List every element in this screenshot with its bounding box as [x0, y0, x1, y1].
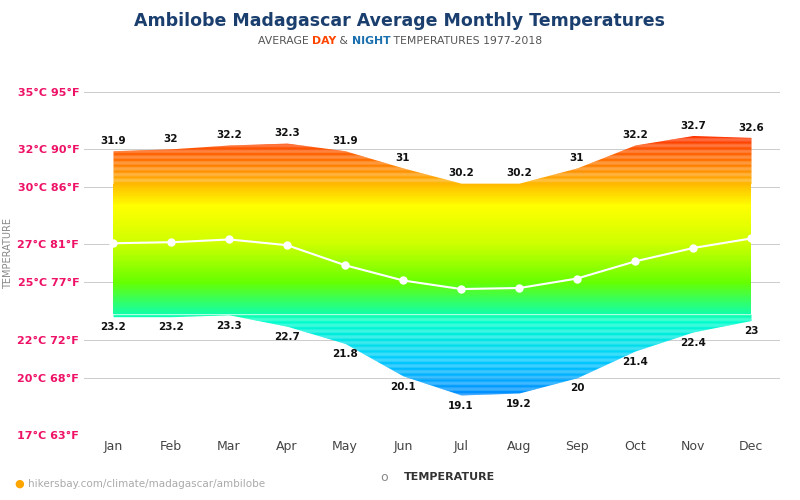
Text: &: &: [336, 36, 351, 46]
Text: 31.9: 31.9: [100, 136, 126, 146]
Text: TEMPERATURES 1977-2018: TEMPERATURES 1977-2018: [390, 36, 542, 46]
Text: 19.2: 19.2: [506, 399, 532, 409]
Text: o: o: [380, 471, 388, 484]
Text: 22.7: 22.7: [274, 332, 300, 342]
Text: ●: ●: [14, 479, 24, 489]
Text: 32: 32: [164, 134, 178, 144]
Text: 32.6: 32.6: [738, 122, 764, 132]
Text: 22.4: 22.4: [680, 338, 706, 347]
Text: 31.9: 31.9: [332, 136, 358, 146]
Text: 20.1: 20.1: [390, 382, 416, 392]
Text: 23: 23: [744, 326, 758, 336]
Y-axis label: TEMPERATURE: TEMPERATURE: [3, 218, 14, 289]
Text: 20: 20: [570, 384, 584, 394]
Text: TEMPERATURE: TEMPERATURE: [404, 472, 495, 482]
Text: 30.2: 30.2: [506, 168, 532, 178]
Text: 23.3: 23.3: [216, 320, 242, 330]
Text: 30.2: 30.2: [448, 168, 474, 178]
Text: 21.8: 21.8: [332, 349, 358, 359]
Text: AVERAGE: AVERAGE: [258, 36, 312, 46]
Text: 21.4: 21.4: [622, 357, 648, 367]
Text: DAY: DAY: [312, 36, 336, 46]
Text: Ambilobe Madagascar Average Monthly Temperatures: Ambilobe Madagascar Average Monthly Temp…: [134, 12, 666, 30]
Text: 32.2: 32.2: [622, 130, 648, 140]
Text: 23.2: 23.2: [100, 322, 126, 332]
Text: 31: 31: [396, 153, 410, 163]
Text: hikersbay.com/climate/madagascar/ambilobe: hikersbay.com/climate/madagascar/ambilob…: [28, 479, 265, 489]
Text: 23.2: 23.2: [158, 322, 184, 332]
Text: 32.2: 32.2: [216, 130, 242, 140]
Text: 32.3: 32.3: [274, 128, 300, 138]
Text: NIGHT: NIGHT: [351, 36, 390, 46]
Text: 31: 31: [570, 153, 584, 163]
Text: 19.1: 19.1: [448, 400, 474, 410]
Text: 32.7: 32.7: [680, 120, 706, 130]
